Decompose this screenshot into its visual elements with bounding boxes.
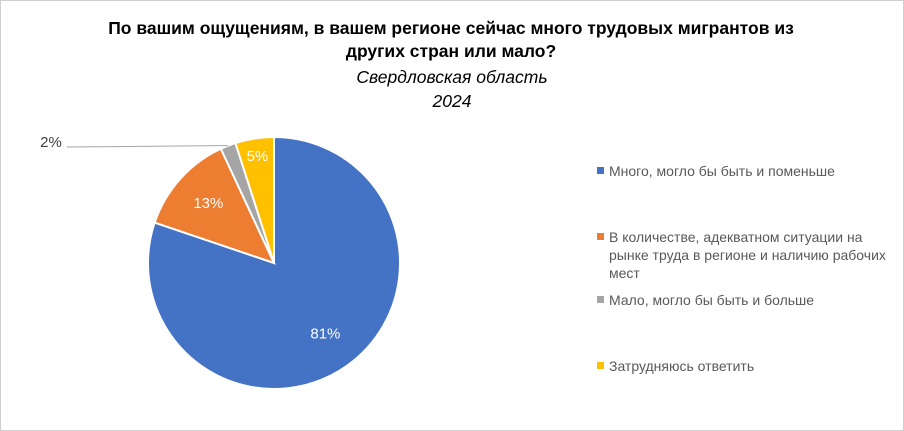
leader-line <box>66 145 229 148</box>
data-label: 2% <box>40 134 62 151</box>
legend-label: Много, могло бы быть и поменьше <box>609 163 835 179</box>
data-label: 81% <box>310 326 340 343</box>
chart-year: 2024 <box>432 91 472 111</box>
legend-entry: Много, могло бы быть и поменьше <box>597 162 887 180</box>
legend-entry: Мало, могло бы быть и больше <box>597 291 887 309</box>
chart-title: По вашим ощущениям, в вашем регионе сейч… <box>108 18 794 61</box>
legend-swatch <box>597 167 604 174</box>
legend-label: Затрудняюсь ответить <box>609 358 755 374</box>
chart-subtitle: Свердловская область <box>356 67 548 87</box>
data-label: 5% <box>247 148 269 165</box>
data-label: 13% <box>193 195 223 212</box>
legend-entry: В количестве, адекватном ситуации на рын… <box>597 228 887 282</box>
pie-slice <box>153 147 276 265</box>
legend-label: В количестве, адекватном ситуации на рын… <box>609 229 886 281</box>
legend-swatch <box>597 233 604 240</box>
legend-entry: Затрудняюсь ответить <box>597 357 887 375</box>
legend-swatch <box>597 362 604 369</box>
pie-slice <box>234 135 275 264</box>
legend-swatch <box>597 296 604 303</box>
legend-label: Мало, могло бы быть и больше <box>609 292 815 308</box>
